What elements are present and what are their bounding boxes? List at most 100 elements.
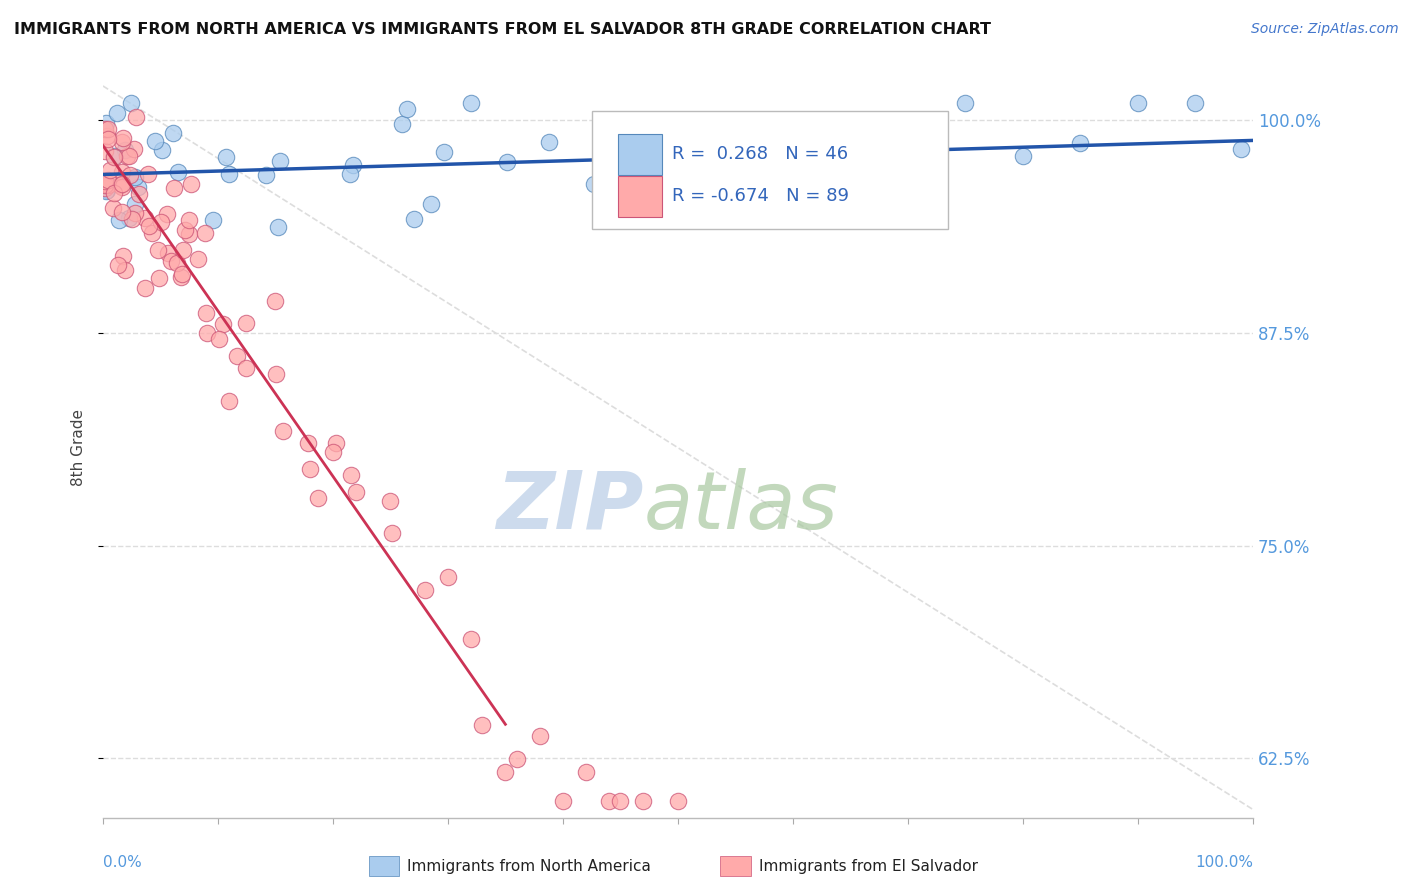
Point: [136, 167, 159, 181]
Point: [340, 468, 363, 483]
Point: [103, 150, 125, 164]
Point: [94, 174, 117, 188]
Point: [264, 293, 287, 308]
Point: [724, 183, 747, 197]
Point: [460, 632, 482, 647]
Point: [110, 165, 132, 179]
Text: Immigrants from North America: Immigrants from North America: [406, 859, 651, 873]
Point: [97, 173, 120, 187]
Point: [107, 212, 129, 227]
Point: [160, 253, 183, 268]
Point: [420, 197, 443, 211]
Point: [1011, 149, 1033, 163]
Point: [529, 729, 551, 743]
Point: [121, 212, 143, 227]
Text: 0.0%: 0.0%: [103, 855, 142, 870]
Point: [1184, 95, 1206, 110]
Point: [433, 145, 456, 160]
Point: [166, 164, 188, 178]
Point: [111, 135, 134, 149]
Point: [97, 132, 120, 146]
Point: [298, 462, 321, 476]
Point: [551, 794, 574, 808]
Point: [94, 178, 117, 193]
Point: [97, 122, 120, 136]
Point: [163, 180, 186, 194]
Point: [127, 180, 149, 194]
Point: [112, 249, 135, 263]
Point: [117, 149, 139, 163]
Text: Immigrants from El Salvador: Immigrants from El Salvador: [759, 859, 979, 873]
Point: [112, 131, 135, 145]
Point: [307, 491, 329, 505]
Point: [162, 126, 184, 140]
Point: [437, 570, 460, 584]
Point: [1069, 136, 1091, 150]
Point: [94, 145, 117, 159]
Point: [98, 163, 121, 178]
Point: [235, 361, 257, 376]
Point: [124, 197, 146, 211]
Point: [124, 169, 146, 184]
Point: [166, 255, 188, 269]
Point: [506, 752, 529, 766]
Point: [114, 143, 136, 157]
Point: [380, 494, 402, 508]
Point: [269, 153, 291, 168]
Point: [666, 794, 689, 808]
Point: [101, 201, 124, 215]
Point: [271, 424, 294, 438]
Point: [215, 150, 238, 164]
Point: [195, 306, 218, 320]
Point: [143, 134, 166, 148]
Point: [897, 178, 920, 193]
Point: [633, 794, 655, 808]
Point: [150, 143, 173, 157]
Point: [218, 393, 240, 408]
Point: [138, 219, 160, 233]
Point: [108, 178, 131, 193]
Point: [396, 102, 419, 116]
Point: [103, 186, 125, 201]
Point: [177, 213, 200, 227]
Point: [582, 177, 605, 191]
Point: [170, 267, 193, 281]
Point: [267, 220, 290, 235]
Bar: [619, 135, 662, 175]
Point: [146, 244, 169, 258]
Point: [391, 118, 413, 132]
Point: [235, 316, 257, 330]
FancyBboxPatch shape: [592, 111, 948, 229]
Text: IMMIGRANTS FROM NORTH AMERICA VS IMMIGRANTS FROM EL SALVADOR 8TH GRADE CORRELATI: IMMIGRANTS FROM NORTH AMERICA VS IMMIGRA…: [14, 22, 991, 37]
Point: [212, 317, 235, 331]
Point: [575, 764, 598, 779]
Point: [125, 111, 148, 125]
Point: [226, 349, 249, 363]
Point: [96, 184, 118, 198]
Point: [218, 167, 240, 181]
Text: 100.0%: 100.0%: [1195, 855, 1253, 870]
Point: [94, 181, 117, 195]
Point: [202, 213, 225, 227]
Point: [105, 106, 128, 120]
Point: [187, 252, 209, 266]
Point: [254, 169, 277, 183]
Point: [641, 141, 664, 155]
Point: [495, 154, 517, 169]
Point: [111, 178, 134, 192]
Point: [955, 95, 977, 110]
Point: [107, 258, 129, 272]
Point: [120, 95, 142, 110]
Point: [148, 270, 170, 285]
Point: [342, 158, 364, 172]
Bar: [619, 176, 662, 217]
Point: [128, 186, 150, 201]
Point: [471, 717, 494, 731]
Point: [195, 326, 218, 340]
Point: [170, 269, 193, 284]
Point: [134, 211, 156, 226]
Point: [172, 243, 194, 257]
Point: [404, 212, 426, 227]
Text: R = -0.674   N = 89: R = -0.674 N = 89: [672, 187, 849, 205]
Text: atlas: atlas: [644, 468, 838, 546]
